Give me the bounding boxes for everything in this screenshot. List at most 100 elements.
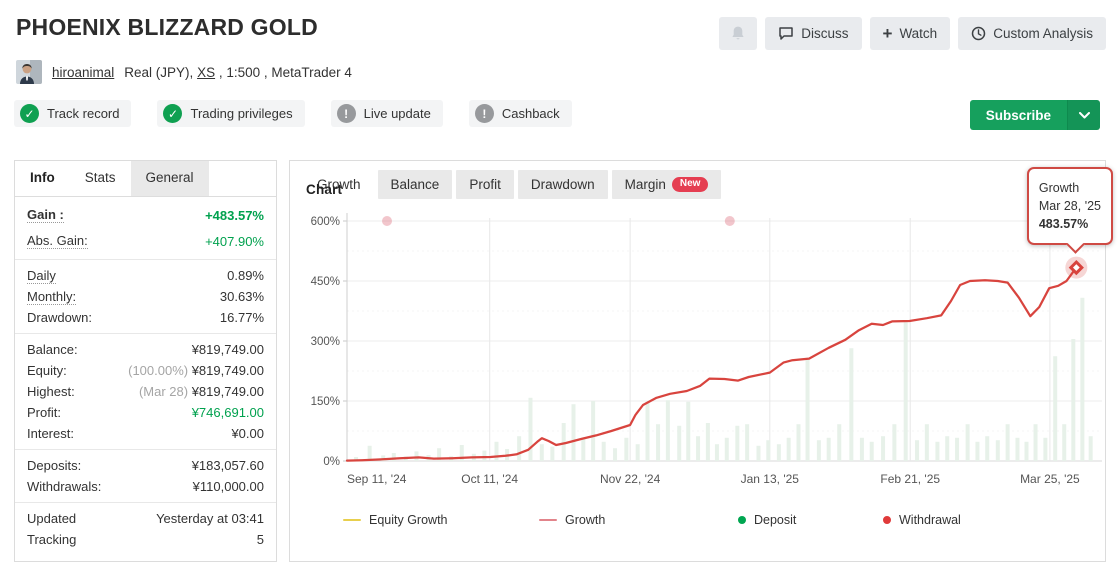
tab-info[interactable]: Info xyxy=(30,170,55,185)
stat-group: Gain : +483.57% Abs. Gain: +407.90% xyxy=(15,197,276,259)
legend-label: Growth xyxy=(565,513,606,527)
stat-row-profit: Profit: ¥746,691.00 xyxy=(15,402,276,423)
stat-label: Highest: xyxy=(27,384,75,399)
chart-tab-label: Drawdown xyxy=(530,177,595,192)
check-icon: ✓ xyxy=(20,104,39,123)
chart-panel: Chart Growth Balance Profit Drawdown Margin Ne… xyxy=(289,160,1113,562)
chart-canvas: 0% 150% 300% 450% 600% Sep 11, '24 Oct 11, '24… xyxy=(311,213,1102,486)
plus-icon: + xyxy=(882,24,893,43)
exclamation-icon: ! xyxy=(474,104,494,123)
chevron-down-icon xyxy=(1078,111,1090,118)
svg-text:600%: 600% xyxy=(311,216,340,228)
growth-chart[interactable]: 0% 150% 300% 450% 600% Sep 11, '24 Oct 11, '24… xyxy=(290,206,1107,506)
tab-stats[interactable]: Stats xyxy=(84,170,116,185)
stat-row-daily: Daily 0.89% xyxy=(15,265,276,286)
legend-growth[interactable]: Growth xyxy=(539,513,605,527)
avatar[interactable] xyxy=(16,60,42,84)
svg-text:Feb 21, '25: Feb 21, '25 xyxy=(880,472,940,486)
page-title: PHOENIX BLIZZARD GOLD xyxy=(16,14,318,40)
custom-analysis-button[interactable]: Custom Analysis xyxy=(958,17,1106,50)
chart-tab-margin[interactable]: Margin New xyxy=(611,170,722,199)
stat-group: Deposits: ¥183,057.60 Withdrawals: ¥110,000… xyxy=(15,449,276,502)
stat-value: ¥0.00 xyxy=(231,426,264,441)
stat-label: Drawdown: xyxy=(27,310,93,325)
subscribe-button[interactable]: Subscribe xyxy=(969,100,1100,130)
legend-line-swatch xyxy=(539,519,557,521)
stat-label: Daily xyxy=(27,267,56,284)
tab-general[interactable]: General xyxy=(130,161,209,196)
svg-text:Mar 25, '25: Mar 25, '25 xyxy=(1020,472,1080,486)
svg-text:0%: 0% xyxy=(323,456,340,468)
legend-withdrawal[interactable]: Withdrawal xyxy=(883,513,961,527)
badge-label: Cashback xyxy=(501,106,560,121)
stat-label: Interest: xyxy=(27,426,74,441)
stat-value: 0.89% xyxy=(227,268,264,283)
chart-tab-balance[interactable]: Balance xyxy=(377,170,453,199)
user-link[interactable]: hiroanimal xyxy=(52,64,115,80)
check-icon: ✓ xyxy=(163,104,183,123)
chart-tab-label: Margin xyxy=(624,177,666,192)
stat-value: ¥819,749.00 xyxy=(191,342,264,357)
stat-value: ¥183,057.60 xyxy=(191,458,264,473)
badge-live-update[interactable]: ! Live update xyxy=(330,100,443,127)
watch-label: Watch xyxy=(899,26,938,41)
subscribe-dropdown[interactable] xyxy=(1067,100,1100,130)
chart-tab-label: Profit xyxy=(469,177,501,192)
stat-value-note: (Mar 28) xyxy=(138,384,192,399)
info-stats: Gain : +483.57% Abs. Gain: +407.90% Daily 0.8… xyxy=(15,197,276,555)
stat-label: Monthly: xyxy=(27,288,77,305)
chart-tooltip: Growth Mar 28, '25 483.57% xyxy=(1026,167,1113,254)
svg-text:Jan 13, '25: Jan 13, '25 xyxy=(741,472,800,486)
stat-label: Equity: xyxy=(27,363,67,378)
clock-icon xyxy=(971,26,986,41)
stat-group: Daily 0.89% Monthly: 30.63% Drawdown: 16.77% xyxy=(15,259,276,333)
info-tabs: Info Stats General xyxy=(15,161,276,197)
stat-row-interest: Interest: ¥0.00 xyxy=(15,423,276,444)
stat-label: Withdrawals: xyxy=(27,479,102,494)
stat-value: (Mar 28) ¥819,749.00 xyxy=(138,384,264,399)
stat-label: Gain : xyxy=(27,207,64,223)
watch-button[interactable]: + Watch xyxy=(869,17,951,50)
badge-cashback[interactable]: ! Cashback xyxy=(468,100,572,127)
badge-track-record[interactable]: ✓ Track record xyxy=(14,100,132,127)
badge-label: Track record xyxy=(47,106,120,121)
discuss-label: Discuss xyxy=(801,26,849,41)
end-marker-diamond xyxy=(1068,259,1084,276)
broker-link[interactable]: XS xyxy=(197,64,216,80)
legend-dot-swatch xyxy=(738,516,746,524)
stat-value: +483.57% xyxy=(205,207,264,223)
stat-row-withdrawals: Withdrawals: ¥110,000.00 xyxy=(15,476,276,497)
stat-row-gain: Gain : +483.57% xyxy=(15,202,276,228)
stat-value: 16.77% xyxy=(219,310,264,325)
stat-row-highest: Highest: (Mar 28) ¥819,749.00 xyxy=(15,381,276,402)
badge-label: Live update xyxy=(363,106,431,121)
chart-tab-label: Growth xyxy=(317,177,361,192)
legend-equity-growth[interactable]: Equity Growth xyxy=(343,513,448,527)
discuss-icon xyxy=(778,26,794,41)
stat-row-tracking: Tracking 5 xyxy=(15,529,276,550)
legend-label: Withdrawal xyxy=(899,513,961,527)
chart-tab-profit[interactable]: Profit xyxy=(456,170,514,199)
stat-group: Balance: ¥819,749.00 Equity: (100.00%) ¥819… xyxy=(15,333,276,449)
account-meta-pre: Real (JPY), xyxy=(124,64,198,80)
verification-badges: ✓ Track record ✓ Trading privileges! Live up… xyxy=(14,100,572,127)
legend-deposit[interactable]: Deposit xyxy=(738,513,796,527)
tooltip-date: Mar 28, '25 xyxy=(1038,199,1101,213)
discuss-button[interactable]: Discuss xyxy=(765,17,862,50)
badge-trading-privileges[interactable]: ✓ Trading privileges xyxy=(157,100,305,127)
chart-tabs: Chart Growth Balance Profit Drawdown Margin Ne… xyxy=(290,161,1105,205)
stat-row-updated: Updated Yesterday at 03:41 xyxy=(15,508,276,529)
chart-tab-drawdown[interactable]: Drawdown xyxy=(517,170,608,199)
stat-value: 5 xyxy=(256,532,264,547)
stat-label: Deposits: xyxy=(27,458,82,473)
custom-analysis-label: Custom Analysis xyxy=(993,26,1093,41)
stat-value: ¥110,000.00 xyxy=(192,479,264,494)
stat-label: Profit: xyxy=(27,405,61,420)
stat-row-abs-gain: Abs. Gain: +407.90% xyxy=(15,228,276,254)
stat-value: ¥746,691.00 xyxy=(191,405,264,420)
legend-label: Equity Growth xyxy=(369,513,448,527)
notifications-button[interactable] xyxy=(719,17,758,50)
stat-label: Tracking xyxy=(27,532,77,547)
chart-tab-growth[interactable]: Growth xyxy=(304,170,374,199)
badge-label: Trading privileges xyxy=(190,106,293,121)
